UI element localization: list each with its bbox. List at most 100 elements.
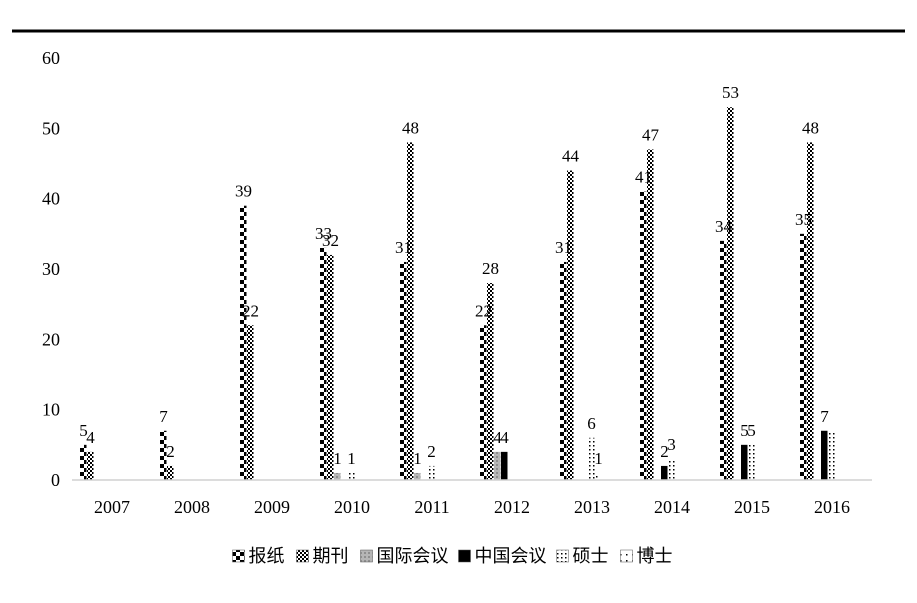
bar [487,283,494,480]
bar [400,261,407,480]
bar [480,325,487,480]
x-tick-label: 2014 [654,497,690,517]
bar [167,465,174,480]
bar [828,430,835,480]
data-label: 39 [235,182,252,201]
bar [414,472,421,480]
bar [348,472,355,480]
x-tick-label: 2007 [94,497,130,517]
bar [160,430,167,480]
data-label: 6 [587,414,596,433]
legend-label: 报纸 [249,546,285,567]
bar [334,472,341,480]
data-label: 32 [322,231,339,250]
data-label: 48 [802,118,819,137]
data-label: 4 [500,428,509,447]
legend-swatch [458,549,471,563]
legend-swatch [620,549,633,563]
data-label: 5 [740,421,749,440]
bar [320,247,327,480]
y-tick-label: 0 [51,470,60,490]
legend-label: 博士 [637,546,673,567]
legend-label: 期刊 [313,546,349,567]
y-tick-label: 50 [42,118,60,138]
bar [247,325,254,480]
data-label: 41 [635,168,652,187]
bar [407,142,414,480]
x-tick-label: 2015 [734,497,770,517]
data-label: 7 [820,407,829,426]
legend-swatch [296,549,309,563]
legend-label: 国际会议 [377,546,449,567]
data-label: 7 [159,407,168,426]
x-tick-label: 2011 [414,497,449,517]
data-label: 22 [475,301,492,320]
x-tick-label: 2016 [814,497,850,517]
bar [821,430,828,480]
bar [720,240,727,480]
bar [501,451,508,480]
data-label: 3 [667,435,676,454]
bar [727,107,734,480]
bar [87,451,94,480]
bar [807,142,814,480]
legend-swatch [232,549,245,563]
bar [748,444,755,480]
legend-swatch [360,549,373,563]
y-tick-label: 40 [42,189,60,209]
bar [567,170,574,481]
bar [494,451,501,480]
data-label: 1 [594,449,603,468]
bar [647,149,654,480]
data-label: 31 [395,238,412,257]
x-tick-label: 2012 [494,497,530,517]
y-axis-tick-labels: 0 10 20 30 40 50 60 [42,48,60,490]
data-label: 2 [427,442,436,461]
data-label: 2 [660,442,669,461]
data-label: 44 [562,147,580,166]
data-label: 53 [722,83,739,102]
y-tick-label: 10 [42,400,60,420]
bar [640,191,647,480]
bar [428,465,435,480]
bar [588,437,595,480]
x-tick-label: 2013 [574,497,610,517]
data-label: 2 [166,442,175,461]
x-axis-tick-labels: 2007 2008 2009 2010 2011 2012 2013 2014 2015 2016 [94,497,850,517]
bar [800,233,807,480]
x-tick-label: 2008 [174,497,210,517]
x-tick-label: 2009 [254,497,290,517]
legend: 报纸 期刊 国际会议 中国会议 硕士 博士 [232,546,673,567]
data-label: 47 [642,125,660,144]
bar [661,465,668,480]
data-label: 4 [86,428,95,447]
data-label: 1 [333,449,342,468]
data-label: 5 [747,421,756,440]
bar [80,444,87,480]
bar [327,254,334,480]
data-label: 48 [402,118,419,137]
data-label: 22 [242,301,259,320]
x-tick-label: 2010 [334,497,370,517]
legend-label: 中国会议 [475,546,547,567]
bar [741,444,748,480]
data-label: 33 [315,224,332,243]
data-label: 28 [482,259,499,278]
data-label: 4 [493,428,502,447]
data-label: 1 [413,449,422,468]
bar [240,205,247,480]
bars-group [80,107,835,481]
y-tick-label: 30 [42,259,60,279]
legend-swatch [556,549,569,563]
data-label: 34 [715,217,733,236]
y-tick-label: 60 [42,48,60,68]
bar [668,458,675,480]
data-label: 1 [347,449,356,468]
legend-label: 硕士 [573,546,609,567]
data-label: 5 [79,421,88,440]
bar [595,472,602,480]
data-label: 35 [795,210,812,229]
data-label: 31 [555,238,572,257]
